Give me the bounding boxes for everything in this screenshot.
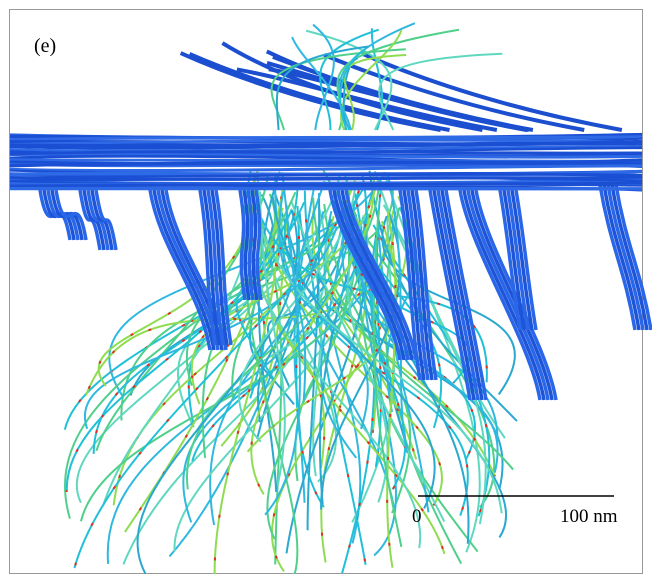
- scale-start-label: 0: [412, 506, 422, 527]
- strand: [10, 188, 642, 189]
- page: (e) 0 100 nm (() => { const data = JSON.…: [0, 0, 652, 574]
- scale-end-label: 100 nm: [560, 506, 618, 527]
- figure: (e) 0 100 nm: [0, 0, 652, 574]
- panel-label: (e): [34, 35, 56, 57]
